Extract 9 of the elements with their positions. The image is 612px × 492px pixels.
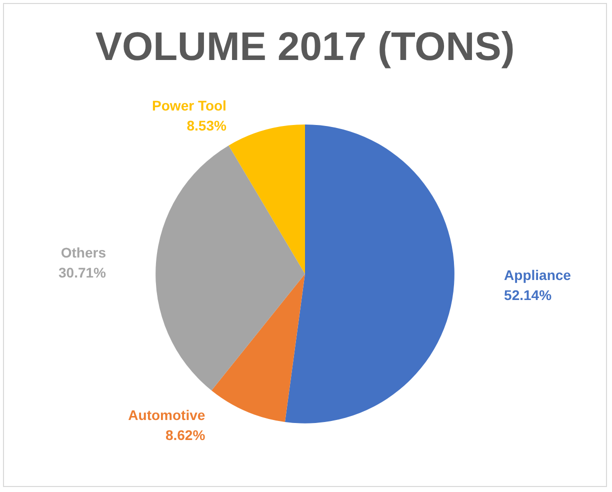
data-label: 30.71% (58, 264, 107, 280)
chart-title: VOLUME 2017 (TONS) (95, 25, 515, 69)
slice-label: Others (60, 244, 106, 260)
data-label: 8.53% (186, 117, 228, 134)
data-label: 52.14% (504, 286, 552, 303)
data-label: 8.62% (165, 427, 206, 444)
slice-label: Appliance (504, 266, 572, 283)
slice-label: Power Tool (152, 97, 226, 114)
slice-label: Automotive (128, 407, 206, 424)
